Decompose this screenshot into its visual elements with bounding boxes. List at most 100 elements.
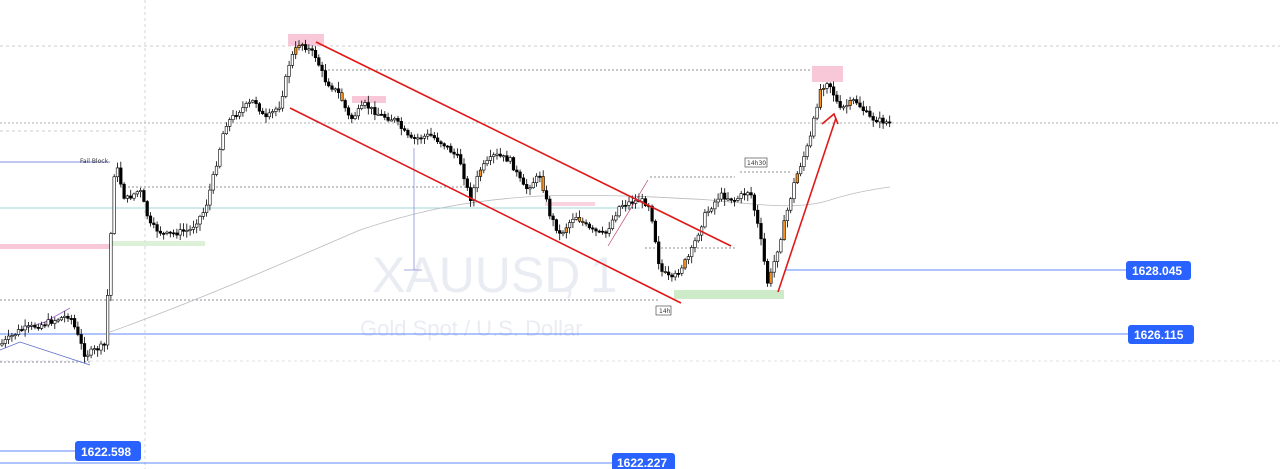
candle-body [251, 100, 255, 103]
candle-body [109, 233, 113, 296]
candle-body [59, 317, 63, 321]
candle-body [313, 50, 318, 59]
candle [762, 232, 766, 265]
candle-body [861, 106, 865, 112]
candle-body [366, 102, 370, 109]
candle [789, 197, 793, 214]
candle [297, 40, 301, 51]
candle-body [218, 149, 222, 167]
channel-drawings[interactable] [289, 41, 839, 304]
price-label-1628[interactable]: 1628.045 [1126, 261, 1191, 280]
candle [541, 170, 545, 193]
candle-body [66, 315, 70, 319]
candle [617, 205, 621, 218]
candle-body [402, 128, 407, 131]
candle [878, 111, 882, 129]
candle [455, 148, 460, 159]
candle [7, 329, 11, 345]
candle [828, 82, 832, 94]
candle-body [379, 113, 384, 116]
candle [501, 154, 506, 162]
candle-body [858, 102, 862, 108]
candle [386, 112, 390, 123]
candle [416, 133, 420, 145]
candle-body [320, 64, 324, 71]
candle-body [607, 228, 611, 234]
candle [261, 107, 265, 115]
candle-body [475, 176, 479, 189]
candle-body [683, 259, 687, 269]
candle [544, 185, 549, 202]
candles [0, 39, 892, 363]
candle-body [396, 118, 400, 122]
candle [393, 116, 397, 123]
price-label-1622-598[interactable]: 1622.598 [75, 441, 141, 461]
candle-body [449, 145, 453, 153]
candle-body [46, 319, 50, 326]
candle [280, 90, 285, 112]
candle [284, 74, 288, 99]
candle [713, 198, 717, 215]
price-label-1626[interactable]: 1626.115 [1128, 325, 1194, 344]
candle [214, 161, 219, 177]
candle-body [785, 209, 789, 221]
candle-body [732, 199, 737, 202]
candle-body [317, 57, 321, 66]
candle-body [822, 88, 826, 90]
candle [752, 192, 756, 217]
candle [46, 313, 50, 328]
candle-body [726, 198, 730, 201]
candle-body [442, 143, 446, 147]
candle-body [521, 177, 525, 185]
impulse-arrow[interactable] [777, 117, 837, 293]
candle-body [752, 194, 756, 211]
candle-body [69, 318, 73, 320]
candle [106, 289, 110, 350]
candle-body [558, 230, 562, 234]
candle [343, 98, 347, 112]
candle-body [139, 190, 143, 193]
candle-body [511, 157, 516, 171]
candle-body [666, 271, 671, 276]
candle-body [703, 212, 707, 228]
candle [498, 148, 502, 158]
candle [333, 87, 337, 93]
candle [591, 225, 595, 233]
candle-body [736, 198, 740, 201]
candle-body [818, 89, 822, 108]
candle [660, 259, 664, 277]
time-label-1430: 14h30 [744, 157, 768, 168]
candle-body [303, 44, 308, 50]
price-label-1622-227[interactable]: 1622.227 [612, 453, 675, 469]
candle-body [604, 231, 608, 234]
candle-body [620, 204, 624, 207]
channel-lower-line[interactable] [289, 107, 682, 304]
candle [175, 228, 179, 239]
candle [515, 165, 519, 177]
watermark-symbol: XAUUSD [372, 247, 580, 303]
candle-body [56, 319, 60, 322]
channel-upper-line[interactable] [315, 41, 732, 247]
candle [812, 115, 816, 139]
candle-body [191, 226, 196, 230]
candle-body [16, 329, 21, 335]
candle [861, 100, 865, 116]
candle [825, 82, 829, 94]
candle [841, 104, 846, 111]
candle-body [478, 169, 483, 177]
candle [303, 39, 308, 53]
candle [673, 270, 677, 281]
candle [135, 190, 139, 198]
candle-body [501, 155, 506, 158]
candle-body [554, 219, 558, 231]
candle-body [508, 157, 512, 162]
candle-body [53, 320, 57, 324]
candle-body [181, 229, 186, 232]
drawing-lines [0, 148, 1128, 464]
candle-body [360, 105, 364, 109]
candle [33, 322, 37, 330]
candle [158, 226, 163, 236]
candle-body [244, 103, 248, 108]
